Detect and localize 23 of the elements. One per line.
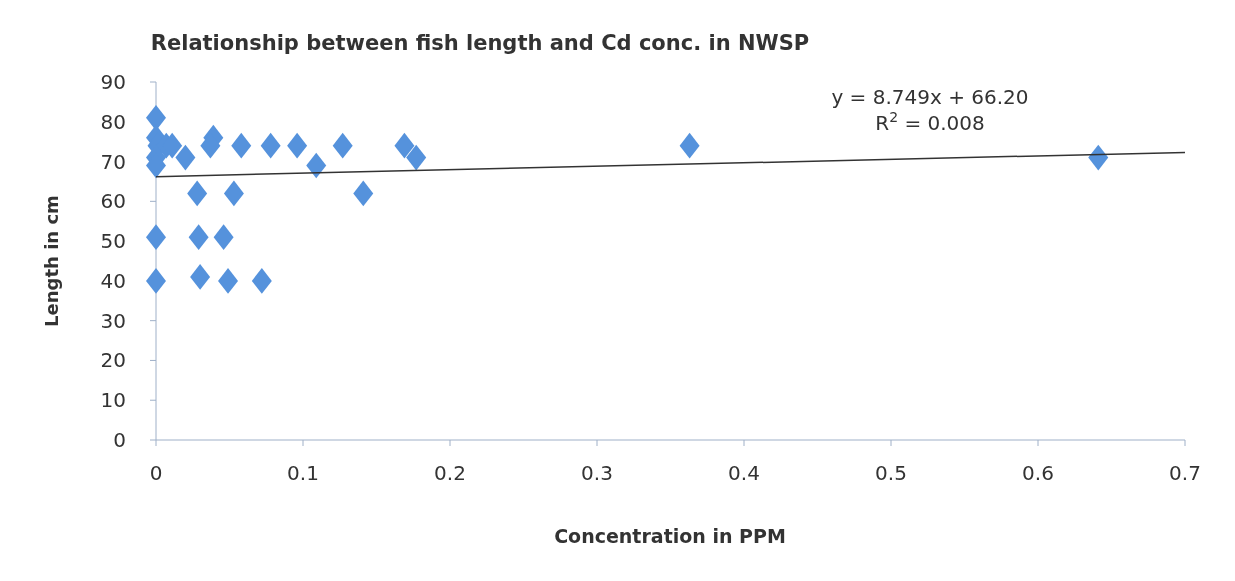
x-tick-label: 0.1 — [287, 461, 319, 485]
x-tick-label: 0.2 — [434, 461, 466, 485]
y-axis-title: Length in cm — [41, 195, 62, 327]
y-tick-label: 40 — [100, 268, 126, 293]
y-tick-label: 50 — [100, 229, 126, 254]
x-tick-label: 0.7 — [1169, 461, 1201, 485]
chart-title: Relationship between fish length and Cd conc. in NWSP — [150, 31, 810, 55]
y-tick-label: 10 — [100, 388, 126, 413]
y-tick-label: 20 — [100, 348, 126, 373]
y-tick-label: 60 — [100, 189, 126, 214]
annotation: y = 8.749x + 66.20 — [831, 85, 1029, 109]
x-tick-label: 0.5 — [875, 461, 907, 485]
y-tick-label: 30 — [100, 308, 126, 333]
y-tick-label: 70 — [100, 149, 126, 174]
y-tick-label: 80 — [100, 109, 126, 134]
x-tick-label: 0.3 — [581, 461, 613, 485]
x-tick-label: 0 — [149, 461, 163, 485]
x-tick-label: 0.4 — [728, 461, 760, 485]
x-axis-title: Concentration in PPM — [554, 525, 786, 547]
y-tick-label: 90 — [100, 70, 126, 94]
x-tick-label: 0.6 — [1022, 461, 1054, 485]
y-tick-label: 0 — [113, 428, 126, 452]
annotation: R$^{2}$ = 0.008 — [875, 109, 985, 135]
